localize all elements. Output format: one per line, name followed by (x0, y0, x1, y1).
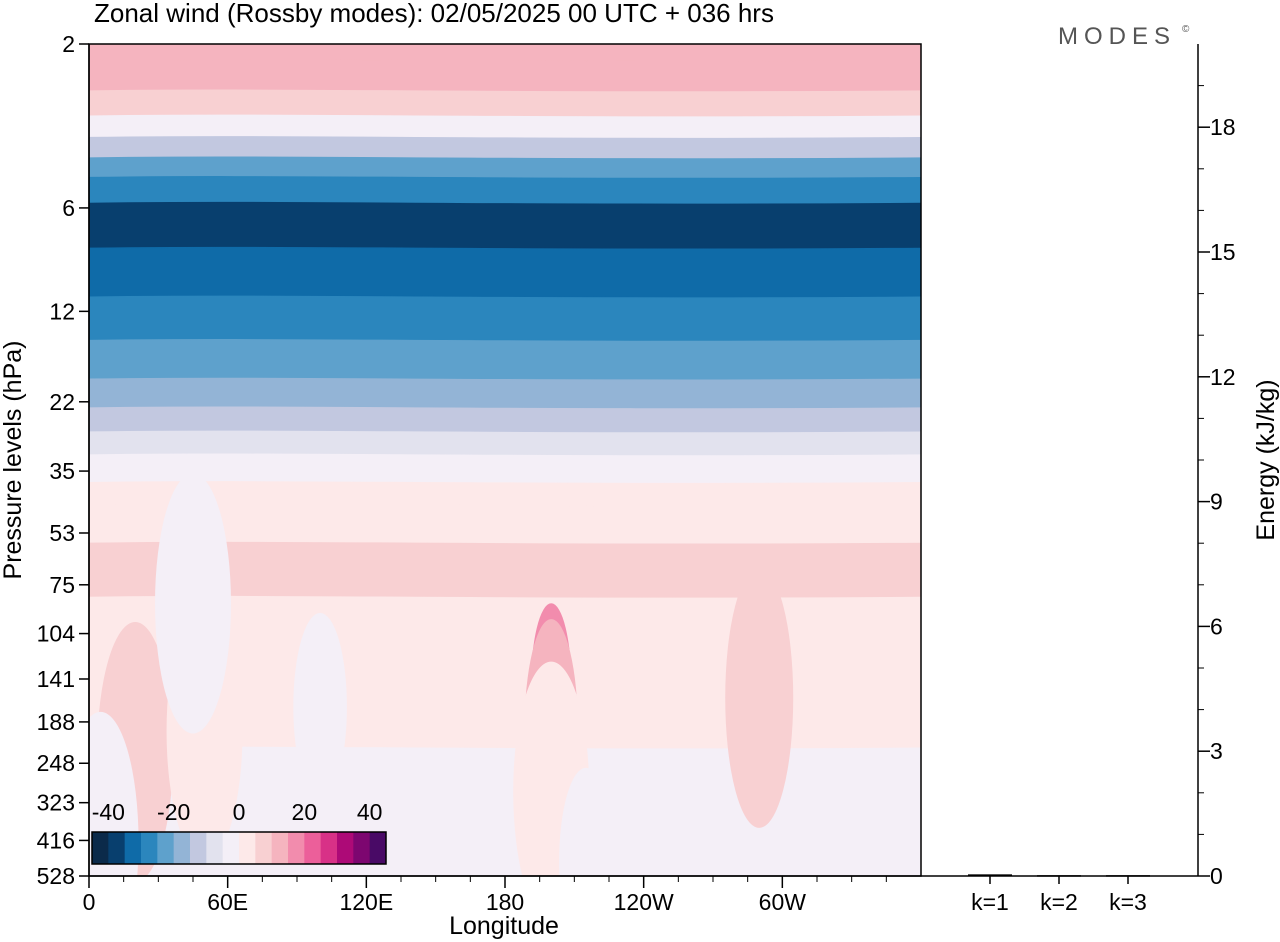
energy-tick-label: 12 (1210, 364, 1236, 390)
colorbar-swatch (157, 832, 175, 864)
logo-mark: © (1182, 24, 1190, 35)
y-tick-label: 35 (49, 458, 75, 484)
energy-bar (968, 874, 1012, 876)
colorbar-swatch (353, 832, 371, 864)
wind-band (89, 201, 921, 250)
colorbar-tick-label: -40 (92, 799, 125, 825)
wind-band (89, 156, 921, 179)
wind-band (89, 89, 921, 118)
bar-category-label: k=1 (971, 889, 1009, 915)
band-layer (89, 44, 921, 876)
x-tick-label: 120E (339, 889, 393, 915)
x-tick-label: 60W (759, 889, 807, 915)
colorbar-swatch (206, 832, 224, 864)
colorbar-swatch (108, 832, 126, 864)
wind-band (89, 246, 921, 299)
colorbar-tick-label: 20 (292, 799, 318, 825)
pressure-axis: 2 6 12 22 35 53 75 104 141 188 248 323 416 528 (37, 31, 90, 889)
colorbar-swatch (141, 832, 158, 864)
y-tick-label: 188 (37, 709, 75, 735)
wind-band (89, 406, 921, 434)
bar-category-label: k=3 (1109, 889, 1147, 915)
energy-axis-label: Energy (kJ/kg) (1252, 379, 1280, 540)
x-tick-label: 120W (614, 889, 674, 915)
y-tick-label: 104 (37, 621, 76, 647)
wind-feature (293, 612, 347, 801)
energy-tick-label: 6 (1210, 613, 1223, 639)
colorbar-swatch (288, 832, 305, 864)
energy-tick-label: 18 (1210, 114, 1236, 140)
wind-feature (155, 473, 231, 734)
y-axis-label: Pressure levels (hPa) (0, 341, 27, 580)
colorbar-swatch (190, 832, 207, 864)
colorbar-swatch (124, 832, 142, 864)
colorbar-tick-label: -20 (157, 799, 190, 825)
wind-band (89, 430, 921, 457)
energy-tick-label: 15 (1210, 239, 1236, 265)
colorbar-swatch (304, 832, 322, 864)
colorbar-swatch (320, 832, 338, 864)
logo-text: MODES (1058, 23, 1176, 50)
energy-bar-panel: k=1 k=2 k=3 (968, 874, 1150, 915)
colorbar-swatch (255, 832, 273, 864)
zonal-wind-field (89, 44, 921, 876)
x-axis-label: Longitude (449, 912, 559, 940)
colorbar-tick-label: 40 (357, 799, 383, 825)
y-tick-label: 53 (49, 520, 75, 546)
colorbar-frame (91, 831, 387, 865)
y-tick-label: 528 (37, 863, 75, 889)
energy-bar (1037, 875, 1081, 877)
y-tick-label: 6 (62, 195, 75, 221)
colorbar-swatch (222, 832, 240, 864)
bar-category-label: k=2 (1040, 889, 1078, 915)
wind-band (89, 59, 921, 93)
energy-tick-label: 3 (1210, 738, 1223, 764)
wind-band (89, 114, 921, 139)
y-tick-label: 416 (37, 827, 75, 853)
colorbar: -40 -20 0 20 40 (91, 799, 387, 865)
colorbar-tick-label: 0 (233, 799, 246, 825)
y-tick-label: 2 (62, 31, 75, 57)
colorbar-swatch (239, 832, 256, 864)
y-tick-label: 323 (37, 790, 75, 816)
chart-title: Zonal wind (Rossby modes): 02/05/2025 00… (94, 0, 774, 28)
colorbar-swatch (271, 832, 289, 864)
colorbar-swatch (337, 832, 354, 864)
x-tick-label: 180 (486, 889, 524, 915)
wind-band (89, 295, 921, 342)
feature-layer (89, 473, 794, 876)
wind-feature (725, 567, 794, 828)
y-tick-label: 12 (49, 298, 75, 324)
y-tick-label: 141 (37, 666, 75, 692)
wind-band (89, 136, 921, 160)
modes-logo: MODES © (1058, 23, 1190, 50)
energy-bar (1106, 875, 1150, 877)
wind-band (89, 453, 921, 484)
colorbar-swatch (369, 832, 387, 864)
energy-axis: 0 3 6 9 12 15 18 (1198, 85, 1236, 889)
x-tick-label: 0 (83, 889, 96, 915)
y-tick-label: 248 (37, 750, 75, 776)
colorbar-swatch (173, 832, 191, 864)
longitude-axis: 0 60E 120E 180 120W 60W (83, 876, 887, 915)
wind-feature (559, 767, 613, 876)
y-tick-label: 22 (49, 389, 75, 415)
x-tick-label: 60E (207, 889, 248, 915)
wind-band (89, 377, 921, 410)
wind-band (89, 339, 921, 381)
wind-band (89, 176, 921, 205)
y-tick-label: 75 (49, 572, 75, 598)
energy-tick-label: 0 (1210, 863, 1223, 889)
colorbar-swatch (92, 832, 109, 864)
energy-tick-label: 9 (1210, 489, 1223, 515)
